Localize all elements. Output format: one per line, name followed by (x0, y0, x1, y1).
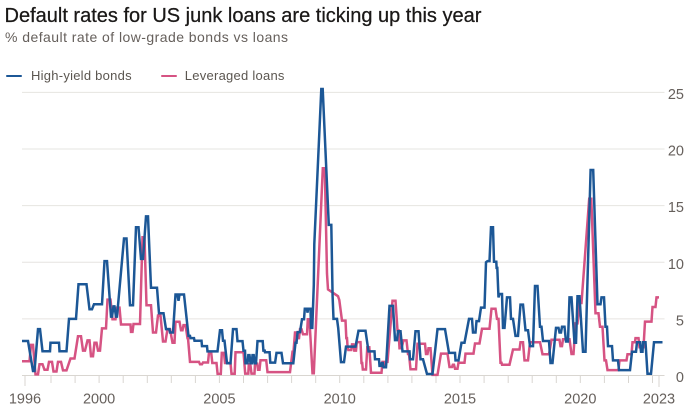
svg-text:2015: 2015 (444, 392, 476, 408)
svg-text:5: 5 (676, 313, 684, 329)
svg-text:2023: 2023 (643, 392, 675, 408)
svg-text:2000: 2000 (83, 392, 115, 408)
svg-text:2010: 2010 (324, 392, 356, 408)
svg-text:20: 20 (668, 144, 684, 160)
svg-text:25: 25 (668, 87, 684, 103)
svg-text:1996: 1996 (9, 392, 41, 408)
svg-text:2005: 2005 (203, 392, 235, 408)
svg-text:15: 15 (668, 200, 684, 216)
svg-text:0: 0 (676, 370, 684, 386)
svg-text:2020: 2020 (564, 392, 596, 408)
svg-text:10: 10 (668, 257, 684, 273)
